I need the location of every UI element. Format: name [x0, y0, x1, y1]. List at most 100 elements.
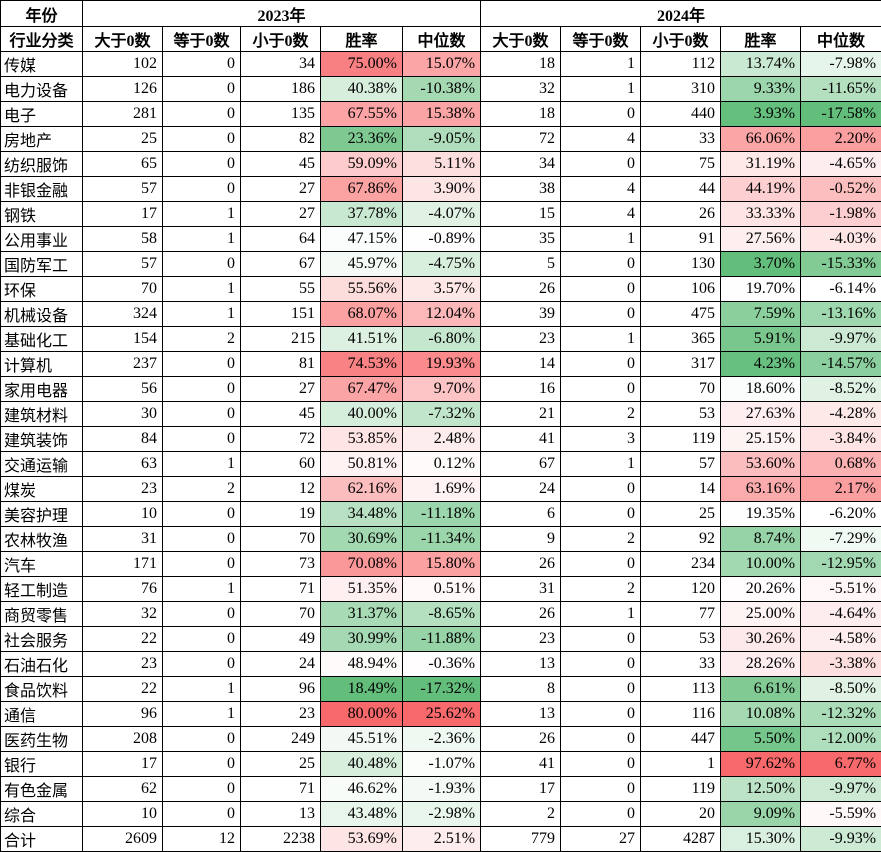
heat-value-cell: 31.37%	[321, 602, 403, 627]
count-cell: 208	[83, 727, 163, 752]
count-cell: 70	[241, 602, 321, 627]
count-cell: 33	[641, 652, 721, 677]
count-cell: 57	[83, 177, 163, 202]
heat-value-cell: -1.98%	[801, 202, 881, 227]
col-header-2023-lt0: 小于0数	[241, 27, 321, 52]
heat-value-cell: 25.62%	[403, 702, 481, 727]
count-cell: 2	[481, 802, 561, 827]
count-cell: 27	[241, 377, 321, 402]
count-cell: 22	[83, 627, 163, 652]
count-cell: 73	[241, 552, 321, 577]
industry-name-cell: 交通运输	[1, 452, 83, 477]
count-cell: 30	[83, 402, 163, 427]
heat-value-cell: 70.08%	[321, 552, 403, 577]
count-cell: 38	[481, 177, 561, 202]
count-cell: 1	[163, 227, 241, 252]
col-header-2023-winrate: 胜率	[321, 27, 403, 52]
count-cell: 186	[241, 77, 321, 102]
count-cell: 17	[83, 202, 163, 227]
heat-value-cell: -9.05%	[403, 127, 481, 152]
count-cell: 0	[163, 652, 241, 677]
count-cell: 1	[561, 602, 641, 627]
count-cell: 5	[481, 252, 561, 277]
count-cell: 1	[561, 327, 641, 352]
heat-value-cell: -6.20%	[801, 502, 881, 527]
heat-value-cell: -5.51%	[801, 577, 881, 602]
heat-value-cell: 46.62%	[321, 777, 403, 802]
count-cell: 0	[561, 302, 641, 327]
count-cell: 13	[481, 652, 561, 677]
heat-value-cell: 30.69%	[321, 527, 403, 552]
count-cell: 10	[83, 502, 163, 527]
count-cell: 779	[481, 827, 561, 852]
count-cell: 62	[83, 777, 163, 802]
count-cell: 19	[241, 502, 321, 527]
count-cell: 26	[481, 277, 561, 302]
count-cell: 1	[163, 577, 241, 602]
heat-value-cell: 67.55%	[321, 102, 403, 127]
count-cell: 365	[641, 327, 721, 352]
count-cell: 0	[163, 602, 241, 627]
heat-value-cell: 9.09%	[721, 802, 801, 827]
heat-value-cell: 13.74%	[721, 52, 801, 77]
count-cell: 23	[241, 702, 321, 727]
count-cell: 75	[641, 152, 721, 177]
count-cell: 57	[83, 252, 163, 277]
count-cell: 81	[241, 352, 321, 377]
count-cell: 0	[561, 652, 641, 677]
count-cell: 64	[241, 227, 321, 252]
industry-name-cell: 建筑材料	[1, 402, 83, 427]
count-cell: 324	[83, 302, 163, 327]
industry-name-cell: 建筑装饰	[1, 427, 83, 452]
count-cell: 234	[641, 552, 721, 577]
count-cell: 21	[481, 402, 561, 427]
count-cell: 60	[241, 452, 321, 477]
heat-value-cell: 28.26%	[721, 652, 801, 677]
heat-value-cell: -11.34%	[403, 527, 481, 552]
heat-value-cell: 2.20%	[801, 127, 881, 152]
industry-name-cell: 食品饮料	[1, 677, 83, 702]
count-cell: 0	[163, 152, 241, 177]
heat-value-cell: 2.51%	[403, 827, 481, 852]
heat-value-cell: 33.33%	[721, 202, 801, 227]
count-cell: 23	[83, 652, 163, 677]
heat-value-cell: 66.06%	[721, 127, 801, 152]
heat-value-cell: 55.56%	[321, 277, 403, 302]
count-cell: 27	[561, 827, 641, 852]
count-cell: 1	[163, 202, 241, 227]
industry-name-cell: 电力设备	[1, 77, 83, 102]
count-cell: 2	[561, 577, 641, 602]
count-cell: 0	[561, 502, 641, 527]
industry-name-cell: 通信	[1, 702, 83, 727]
count-cell: 1	[163, 302, 241, 327]
heat-value-cell: 15.30%	[721, 827, 801, 852]
count-cell: 17	[83, 752, 163, 777]
heat-value-cell: -14.57%	[801, 352, 881, 377]
count-cell: 2	[163, 327, 241, 352]
heat-value-cell: 25.00%	[721, 602, 801, 627]
heat-value-cell: -4.03%	[801, 227, 881, 252]
count-cell: 475	[641, 302, 721, 327]
count-cell: 4287	[641, 827, 721, 852]
heat-value-cell: 51.35%	[321, 577, 403, 602]
col-header-2024-lt0: 小于0数	[641, 27, 721, 52]
count-cell: 0	[163, 102, 241, 127]
count-cell: 2	[163, 477, 241, 502]
heat-value-cell: 3.57%	[403, 277, 481, 302]
count-cell: 112	[641, 52, 721, 77]
count-cell: 0	[163, 802, 241, 827]
heat-value-cell: -12.95%	[801, 552, 881, 577]
industry-name-cell: 基础化工	[1, 327, 83, 352]
count-cell: 116	[641, 702, 721, 727]
count-cell: 0	[561, 752, 641, 777]
industry-name-cell: 石油石化	[1, 652, 83, 677]
heat-value-cell: 2.17%	[801, 477, 881, 502]
count-cell: 57	[641, 452, 721, 477]
count-cell: 0	[163, 377, 241, 402]
count-cell: 447	[641, 727, 721, 752]
